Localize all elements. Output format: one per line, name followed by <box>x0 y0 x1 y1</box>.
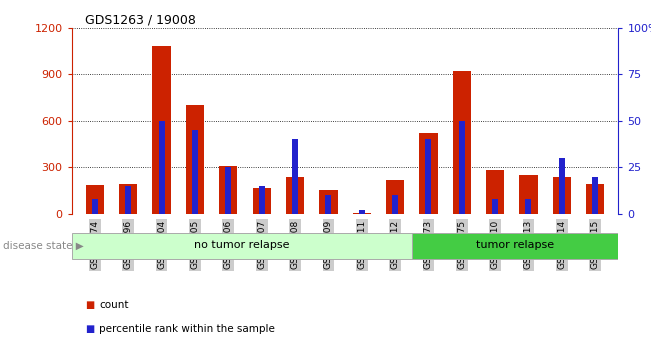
Bar <box>586 184 604 214</box>
Text: disease state ▶: disease state ▶ <box>3 241 84 251</box>
Bar <box>258 186 265 214</box>
Text: ■: ■ <box>85 324 94 334</box>
Bar <box>419 133 437 214</box>
Bar <box>219 166 238 214</box>
Bar <box>326 195 331 214</box>
Bar <box>459 121 465 214</box>
Bar <box>519 175 538 214</box>
Bar <box>125 186 132 214</box>
Bar <box>86 185 104 214</box>
Bar <box>411 233 618 259</box>
Bar <box>353 213 371 214</box>
Bar <box>486 170 505 214</box>
Text: count: count <box>99 300 128 310</box>
Bar <box>319 190 337 214</box>
Bar <box>425 139 432 214</box>
Bar <box>186 105 204 214</box>
Text: percentile rank within the sample: percentile rank within the sample <box>99 324 275 334</box>
Bar <box>192 130 198 214</box>
Bar <box>492 199 498 214</box>
Bar <box>159 121 165 214</box>
Text: GDS1263 / 19008: GDS1263 / 19008 <box>85 14 195 27</box>
Bar <box>559 158 565 214</box>
Bar <box>386 180 404 214</box>
Text: no tumor relapse: no tumor relapse <box>194 240 290 250</box>
Bar <box>452 71 471 214</box>
Text: ■: ■ <box>85 300 94 310</box>
Bar <box>392 195 398 214</box>
Bar <box>225 167 231 214</box>
Bar <box>72 233 411 259</box>
Bar <box>152 46 171 214</box>
Bar <box>119 184 137 214</box>
Bar <box>592 177 598 214</box>
Text: tumor relapse: tumor relapse <box>476 240 554 250</box>
Bar <box>359 210 365 214</box>
Bar <box>286 177 304 214</box>
Bar <box>92 199 98 214</box>
Bar <box>253 188 271 214</box>
Bar <box>525 199 531 214</box>
Bar <box>292 139 298 214</box>
Bar <box>553 177 571 214</box>
